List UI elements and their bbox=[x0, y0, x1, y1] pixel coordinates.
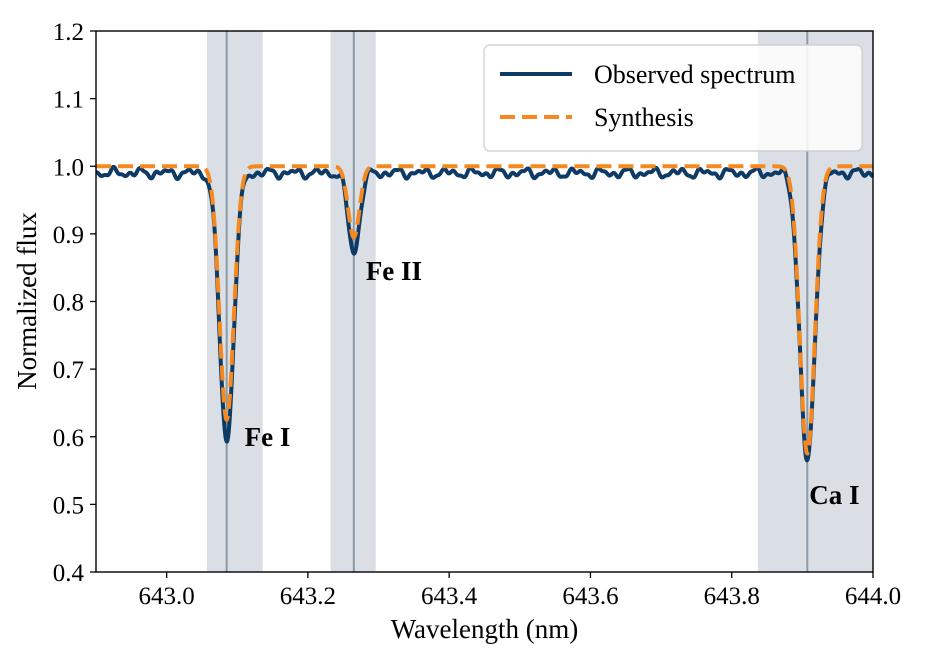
x-axis-title: Wavelength (nm) bbox=[391, 614, 579, 644]
synthesis-line bbox=[94, 164, 875, 456]
y-tick-label-3: 0.6 bbox=[53, 425, 84, 452]
y-tick-label-1: 0.4 bbox=[53, 560, 85, 587]
data-series bbox=[94, 164, 875, 463]
x-tick-label-1: 643.0 bbox=[139, 583, 195, 610]
x-tick-label-4: 643.6 bbox=[562, 583, 618, 610]
y-tick-label-9: 1.2 bbox=[53, 19, 84, 46]
line-annotations: Fe I Fe II Ca I bbox=[245, 256, 860, 510]
y-tick-label-5: 0.8 bbox=[53, 290, 84, 317]
y-tick-label-4: 0.7 bbox=[53, 357, 84, 384]
line-label-fe-ii: Fe II bbox=[366, 256, 422, 286]
observed-spectrum-line bbox=[94, 164, 875, 463]
legend-synthesis-label: Synthesis bbox=[594, 103, 694, 132]
line-label-fe-i: Fe I bbox=[245, 422, 291, 452]
y-axis-title: Normalized flux bbox=[12, 212, 42, 390]
x-tick-label-5: 643.8 bbox=[704, 583, 760, 610]
legend-observed-label: Observed spectrum bbox=[594, 60, 795, 89]
y-tick-label-7: 1.0 bbox=[53, 154, 84, 181]
legend-box bbox=[483, 44, 863, 152]
y-tick-label-2: 0.5 bbox=[53, 492, 84, 519]
x-tick-label-6: 644.0 bbox=[845, 583, 901, 610]
x-tick-label-2: 643.2 bbox=[280, 583, 336, 610]
x-axis-ticks: 643.0 643.2 643.4 643.6 643.8 644.0 bbox=[139, 572, 901, 610]
y-tick-label-8: 1.1 bbox=[53, 87, 84, 114]
x-tick-label-3: 643.4 bbox=[421, 583, 478, 610]
legend: Observed spectrum Synthesis bbox=[483, 44, 863, 152]
y-tick-label-6: 0.9 bbox=[53, 222, 84, 249]
y-axis-ticks: 0.4 0.5 0.6 0.7 0.8 0.9 1.0 1.1 1.2 bbox=[53, 19, 96, 587]
line-label-ca-i: Ca I bbox=[809, 480, 859, 510]
